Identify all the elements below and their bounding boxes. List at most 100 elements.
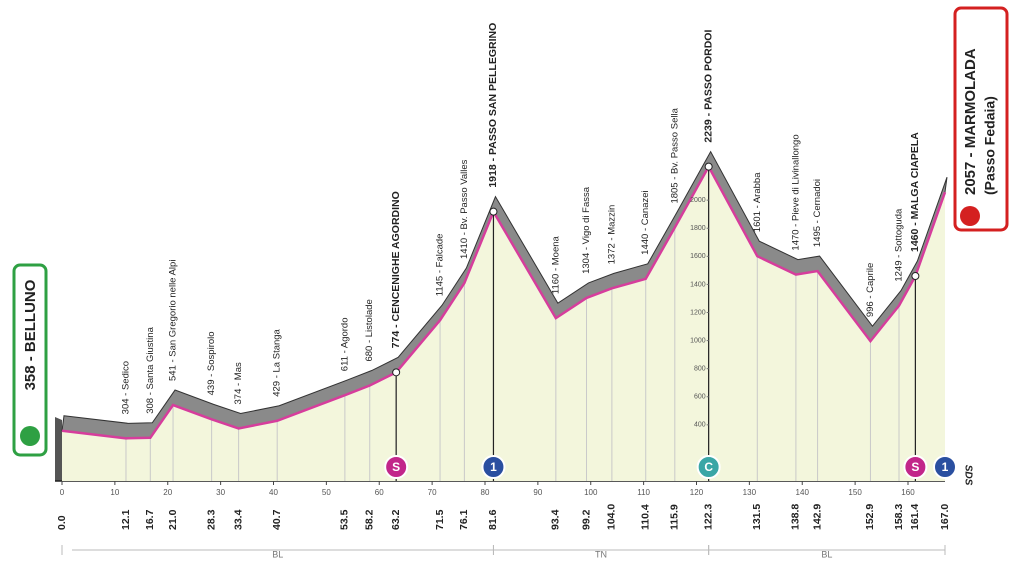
x-tick-label: 10 <box>110 488 119 497</box>
waypoint-label: 308 - Santa Giustina <box>145 326 156 413</box>
x-tick-label: 20 <box>163 488 172 497</box>
km-label: 122.3 <box>702 504 714 530</box>
brand: SDS <box>962 465 973 486</box>
waypoint-label: 611 - Agordo <box>339 318 350 372</box>
waypoint-label: 1470 - Pieve di Livinallongo <box>790 134 801 250</box>
waypoint-label: 1460 - MALGA CIAPELA <box>909 132 921 252</box>
km-label: 21.0 <box>167 509 179 530</box>
x-tick-label: 90 <box>533 488 542 497</box>
y-tick-label: 800 <box>694 366 706 373</box>
marker <box>903 455 928 479</box>
x-tick-label: 60 <box>375 488 384 497</box>
marker-label: 1 <box>942 460 949 474</box>
start-box <box>12 263 48 457</box>
y-tick-label: 1000 <box>690 337 706 344</box>
waypoint-label: 2239 - PASSO PORDOI <box>702 30 714 143</box>
km-label: 115.9 <box>669 504 681 530</box>
waypoint-label: 1160 - Moena <box>550 235 561 294</box>
km-label: 58.2 <box>364 509 376 530</box>
waypoint-label: 1601 - Arabba <box>752 172 763 232</box>
waypoint-label: 774 - CENCENIGHE AGORDINO <box>390 191 402 348</box>
marker <box>933 455 957 479</box>
km-label: 158.3 <box>893 504 905 530</box>
y-tick-label: 1800 <box>690 225 706 232</box>
km-label: 33.4 <box>232 509 244 530</box>
y-tick-label: 2000 <box>690 197 706 204</box>
marker <box>384 455 409 479</box>
waypoint-label: 541 - San Gregorio nelle Alpi <box>168 260 179 381</box>
waypoint-label: 374 - Mas <box>233 362 244 404</box>
km-label: 138.8 <box>790 504 802 530</box>
km-label: 131.5 <box>751 504 763 530</box>
finish-sublabel: (Passo Fedaia) <box>982 96 998 195</box>
climb-point <box>489 207 498 216</box>
km-label: 53.5 <box>339 509 351 530</box>
climb-point <box>911 271 920 280</box>
km-label: 110.4 <box>640 504 652 530</box>
climb-point <box>704 162 713 171</box>
waypoint-label: 439 - Sospirolo <box>206 331 217 395</box>
y-tick-label: 1400 <box>690 281 706 288</box>
km-label: 76.1 <box>458 509 470 530</box>
finish-label: 2057 - MARMOLADA <box>962 48 979 195</box>
x-tick-label: 80 <box>481 488 490 497</box>
x-tick-label: 100 <box>584 488 598 497</box>
x-tick-label: 0 <box>60 488 65 497</box>
x-tick-label: 110 <box>637 488 650 497</box>
waypoint-label: 429 - La Stanga <box>272 328 283 396</box>
x-tick-label: 150 <box>848 488 862 497</box>
km-label: 63.2 <box>390 509 402 530</box>
waypoint-label: 1440 - Canazei <box>640 190 651 254</box>
x-tick-label: 70 <box>428 488 437 497</box>
road-line <box>61 164 947 440</box>
waypoint-label: 680 - Listolade <box>364 299 375 361</box>
y-tick-label: 1600 <box>690 253 706 260</box>
x-tick-label: 50 <box>322 488 331 497</box>
waypoint-label: 1918 - PASSO SAN PELLEGRINO <box>487 23 499 188</box>
waypoint-label: 1145 - Falcade <box>435 234 446 297</box>
x-tick-label: 130 <box>743 488 757 497</box>
km-label: 16.7 <box>144 509 156 530</box>
km-label: 0.0 <box>56 515 68 530</box>
start-label: 358 - BELLUNO <box>22 279 39 390</box>
waypoint-label: 1372 - Mazzin <box>606 205 617 265</box>
km-label: 40.7 <box>271 509 283 530</box>
km-label: 99.2 <box>580 509 592 530</box>
marker-label: S <box>392 460 400 474</box>
km-label: 28.3 <box>205 509 217 530</box>
km-label: 93.4 <box>550 509 562 530</box>
marker-label: 1 <box>490 460 497 474</box>
marker-label: S <box>911 460 919 474</box>
y-tick-label: 400 <box>694 422 706 429</box>
km-label: 167.0 <box>939 504 951 530</box>
km-label: 81.6 <box>487 509 499 530</box>
finish-box <box>953 6 1009 232</box>
waypoint-label: 1805 - Bv. Passo Sella <box>669 107 680 203</box>
x-tick-label: 40 <box>269 488 278 497</box>
marker-label: C <box>704 460 713 474</box>
waypoint-label: 1495 - Cernadoi <box>812 179 823 247</box>
waypoint-label: 996 - Caprile <box>865 263 876 317</box>
km-label: 152.9 <box>864 504 876 530</box>
x-tick-label: 140 <box>796 488 810 497</box>
start-icon <box>20 426 40 446</box>
y-tick-label: 1200 <box>690 309 706 316</box>
marker <box>481 455 506 479</box>
x-tick-label: 120 <box>690 488 704 497</box>
km-label: 142.9 <box>811 504 823 530</box>
waypoint-label: 1249 - Sottoguda <box>894 208 905 282</box>
waypoint-label: 1410 - Bv. Passo Valles <box>459 159 470 259</box>
climb-point <box>392 368 401 377</box>
region-label: BL <box>821 549 832 559</box>
km-label: 71.5 <box>434 509 446 530</box>
region-label: BL <box>272 549 283 559</box>
waypoint-label: 1304 - Vigo di Fassa <box>581 186 592 274</box>
region-label: TN <box>595 549 607 559</box>
y-tick-label: 600 <box>694 394 706 401</box>
profile-area <box>62 166 945 481</box>
x-tick-label: 30 <box>216 488 225 497</box>
km-label: 12.1 <box>120 509 132 530</box>
km-label: 161.4 <box>909 504 921 530</box>
waypoint-label: 304 - Sedico <box>120 361 131 414</box>
